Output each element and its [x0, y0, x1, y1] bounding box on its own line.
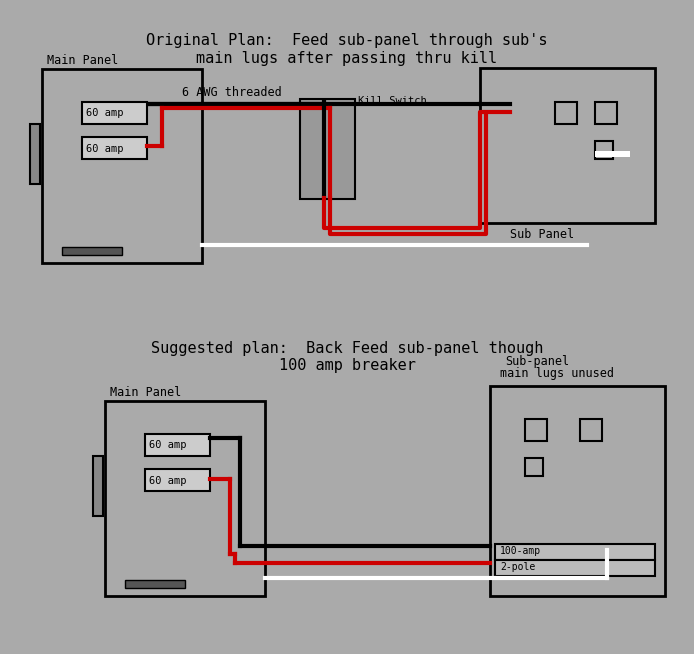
Bar: [42, 69, 202, 264]
Bar: [145, 434, 210, 455]
Text: 60 amp: 60 amp: [149, 475, 187, 485]
Text: 60 amp: 60 amp: [86, 143, 124, 154]
Bar: [595, 150, 630, 156]
Bar: [30, 124, 40, 184]
Bar: [300, 99, 355, 199]
Bar: [125, 579, 185, 587]
Text: Main Panel: Main Panel: [110, 385, 181, 398]
Bar: [62, 247, 122, 256]
Text: Main Panel: Main Panel: [47, 54, 118, 67]
Bar: [595, 101, 617, 124]
Text: main lugs unused: main lugs unused: [500, 368, 614, 381]
Text: 2-pole: 2-pole: [500, 562, 535, 572]
Bar: [82, 101, 147, 124]
Bar: [105, 400, 265, 596]
Text: Sub Panel: Sub Panel: [510, 228, 574, 241]
Text: 60 amp: 60 amp: [149, 441, 187, 451]
Text: Suggested plan:  Back Feed sub-panel though
100 amp breaker: Suggested plan: Back Feed sub-panel thou…: [151, 341, 543, 373]
Text: 60 amp: 60 amp: [86, 109, 124, 118]
Bar: [93, 455, 103, 515]
Bar: [555, 101, 577, 124]
Bar: [490, 385, 665, 596]
Bar: [495, 543, 655, 560]
Bar: [595, 141, 613, 158]
Text: Sub-panel: Sub-panel: [505, 356, 569, 368]
Text: Kill Switch: Kill Switch: [358, 95, 427, 105]
Bar: [145, 468, 210, 490]
Bar: [480, 69, 655, 224]
Text: 6 AWG threaded: 6 AWG threaded: [182, 86, 282, 99]
Bar: [525, 458, 543, 475]
Bar: [525, 419, 547, 441]
Text: Original Plan:  Feed sub-panel through sub's
main lugs after passing thru kill: Original Plan: Feed sub-panel through su…: [146, 33, 548, 66]
Text: 100-amp: 100-amp: [500, 545, 541, 555]
Bar: [580, 419, 602, 441]
Bar: [82, 137, 147, 158]
Bar: [495, 560, 655, 576]
